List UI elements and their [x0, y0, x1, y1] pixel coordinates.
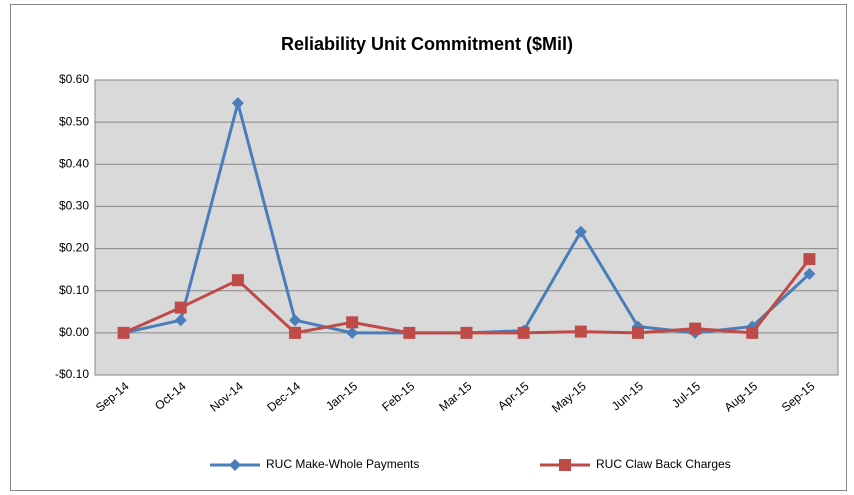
plot-area	[94, 79, 839, 376]
data-point	[631, 326, 644, 339]
y-tick-label: $0.20	[59, 241, 89, 255]
data-point	[174, 314, 187, 327]
data-point	[231, 274, 244, 287]
legend-marker	[559, 459, 571, 471]
y-tick-label: -$0.10	[55, 367, 89, 381]
data-point	[346, 326, 359, 339]
y-tick-label: $0.40	[59, 156, 89, 170]
data-point	[117, 326, 130, 339]
data-point	[689, 322, 702, 335]
data-point	[803, 267, 816, 280]
data-point	[289, 326, 302, 339]
chart-title: Reliability Unit Commitment ($Mil)	[281, 34, 573, 54]
data-point	[574, 225, 587, 238]
y-tick-label: $0.50	[59, 114, 89, 128]
data-point	[174, 301, 187, 314]
data-point	[460, 326, 473, 339]
data-point	[574, 325, 587, 338]
data-point	[346, 316, 359, 329]
data-point	[803, 253, 816, 266]
legend-label: RUC Claw Back Charges	[596, 457, 731, 471]
data-point	[231, 97, 244, 110]
data-point	[746, 326, 759, 339]
data-point	[289, 314, 302, 327]
data-point	[403, 326, 416, 339]
legend-marker	[229, 459, 241, 471]
y-tick-label: $0.00	[59, 325, 89, 339]
data-point	[517, 326, 530, 339]
y-tick-label: $0.60	[59, 72, 89, 86]
y-tick-label: $0.30	[59, 199, 89, 213]
y-tick-label: $0.10	[59, 283, 89, 297]
legend-label: RUC Make-Whole Payments	[266, 457, 419, 471]
